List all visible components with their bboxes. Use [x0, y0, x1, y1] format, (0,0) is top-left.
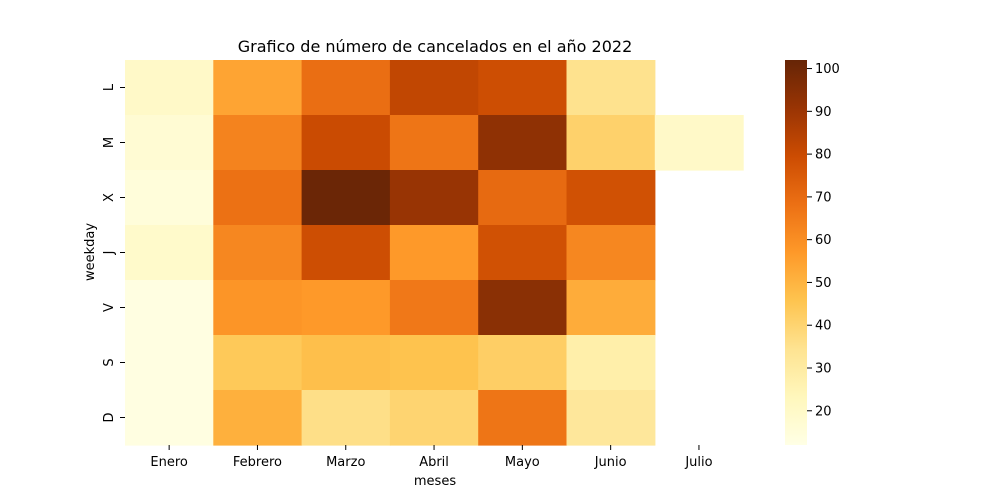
- colorbar-tick-label: 90: [815, 105, 832, 120]
- heatmap-cell: [389, 225, 479, 281]
- y-tick-label: D: [102, 412, 117, 422]
- heatmap-cell: [213, 170, 303, 226]
- heatmap-cell: [389, 280, 479, 336]
- y-tick-label: L: [102, 83, 117, 91]
- colorbar-tick-label: 20: [815, 404, 832, 419]
- heatmap-cell: [389, 335, 479, 391]
- heatmap-cell: [566, 115, 656, 171]
- heatmap-cell: [478, 280, 568, 336]
- heatmap-cell: [566, 390, 656, 446]
- colorbar-tick-label: 100: [815, 62, 840, 77]
- heatmap-cell: [125, 170, 214, 226]
- heatmap-cells: [125, 60, 744, 446]
- heatmap-cell: [213, 225, 303, 281]
- heatmap-cell: [301, 225, 391, 281]
- chart-title: Grafico de número de cancelados en el añ…: [238, 37, 633, 56]
- heatmap-cell: [213, 280, 303, 336]
- x-tick-label: Enero: [150, 455, 188, 470]
- colorbar-tick-label: 40: [815, 319, 832, 334]
- y-tick-label: J: [102, 251, 117, 256]
- x-tick-label: Julio: [684, 455, 712, 470]
- heatmap-cell: [389, 170, 479, 226]
- colorbar-tick-label: 60: [815, 233, 832, 248]
- x-tick-label: Marzo: [326, 455, 365, 470]
- heatmap-cell: [389, 60, 479, 116]
- heatmap-cell: [478, 335, 568, 391]
- heatmap-cell: [389, 115, 479, 171]
- heatmap-cell: [478, 115, 568, 171]
- heatmap-cell: [213, 390, 303, 446]
- heatmap-cell: [125, 115, 214, 171]
- y-tick-label: M: [102, 137, 117, 148]
- heatmap-cell: [125, 225, 214, 281]
- heatmap-cell: [301, 335, 391, 391]
- colorbar-tick-label: 80: [815, 148, 832, 163]
- y-tick-label: X: [102, 193, 117, 202]
- heatmap-cell: [566, 335, 656, 391]
- x-axis: Enero Febrero Marzo Abril Mayo Junio Julio: [150, 445, 713, 470]
- heatmap-cell: [301, 280, 391, 336]
- heatmap-cell: [389, 390, 479, 446]
- x-tick-label: Febrero: [233, 455, 282, 470]
- heatmap-cell: [301, 170, 391, 226]
- heatmap-cell: [566, 280, 656, 336]
- x-tick-label: Mayo: [505, 455, 540, 470]
- heatmap-cell: [125, 335, 214, 391]
- colorbar-tick-label: 70: [815, 190, 832, 205]
- heatmap-cell: [301, 390, 391, 446]
- heatmap-cell: [478, 170, 568, 226]
- heatmap-cell: [125, 60, 214, 116]
- heatmap-cell: [566, 170, 656, 226]
- heatmap-cell: [301, 115, 391, 171]
- x-tick-label: Junio: [594, 455, 627, 470]
- heatmap-cell: [478, 390, 568, 446]
- heatmap-cell: [654, 115, 744, 171]
- y-tick-label: S: [102, 358, 117, 366]
- heatmap-cell: [301, 60, 391, 116]
- x-axis-label: meses: [414, 474, 456, 489]
- heatmap-cell: [478, 225, 568, 281]
- colorbar-tick-label: 30: [815, 362, 832, 377]
- heatmap-cell: [478, 60, 568, 116]
- heatmap-cell: [213, 115, 303, 171]
- x-tick-label: Abril: [419, 455, 449, 470]
- colorbar-ticks: 20 30 40 50 60 70 80 90 100: [807, 62, 840, 419]
- heatmap-cell: [566, 60, 656, 116]
- y-axis: L M X J V S D: [102, 83, 125, 423]
- heatmap-cell: [125, 390, 214, 446]
- y-tick-label: V: [102, 303, 117, 312]
- heatmap-cell: [213, 335, 303, 391]
- y-axis-label: weekday: [83, 223, 98, 281]
- heatmap-cell: [125, 280, 214, 336]
- heatmap-cell: [213, 60, 303, 116]
- colorbar-tick-label: 50: [815, 276, 832, 291]
- heatmap-cell: [566, 225, 656, 281]
- colorbar: [785, 60, 807, 445]
